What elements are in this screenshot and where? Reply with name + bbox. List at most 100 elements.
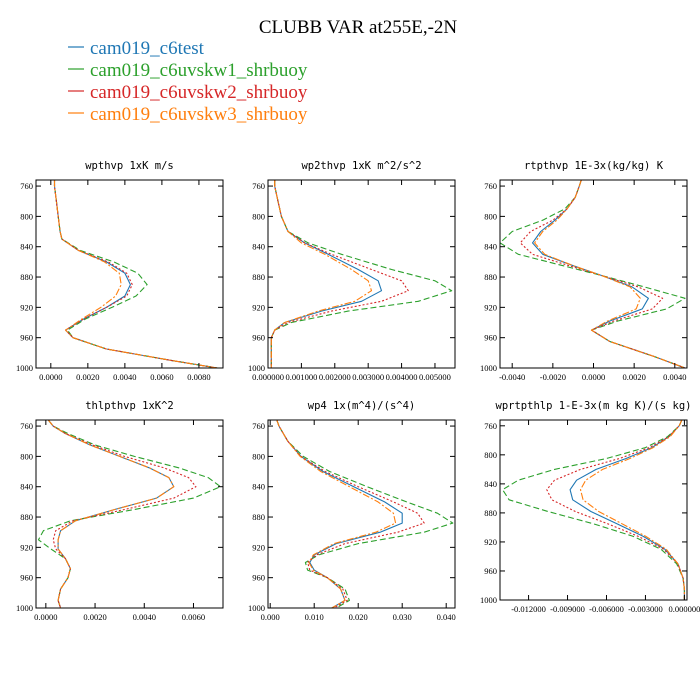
plot-frame bbox=[35, 419, 224, 609]
y-tick-label: 880 bbox=[252, 272, 265, 282]
x-tick-label: -0.003000 bbox=[628, 604, 663, 614]
plot-frame bbox=[35, 179, 224, 369]
y-tick-label: 760 bbox=[252, 181, 265, 191]
panel-title: wpthvp 1xK m/s bbox=[85, 160, 174, 172]
x-tick-label: 0.0040 bbox=[113, 372, 136, 382]
plot-frame bbox=[267, 179, 456, 369]
y-tick-label: 880 bbox=[20, 512, 33, 522]
y-tick-label: 1000 bbox=[16, 603, 33, 613]
series-group bbox=[276, 420, 454, 608]
x-tick-label: 0.0020 bbox=[76, 372, 99, 382]
y-tick-label: 880 bbox=[252, 512, 265, 522]
legend-entry-4: cam019_c6uvskw3_shrbuoy bbox=[68, 104, 308, 125]
x-tick-label: -0.0020 bbox=[540, 372, 566, 382]
y-tick-label: 880 bbox=[484, 508, 497, 518]
panel-title: wp4 1x(m^4)/(s^4) bbox=[308, 400, 415, 412]
panel-4: thlpthvp 1xK^276080084088092096010000.00… bbox=[16, 400, 224, 622]
y-tick-label: 1000 bbox=[248, 363, 265, 373]
series-line-3 bbox=[53, 180, 218, 368]
y-tick-label: 880 bbox=[20, 272, 33, 282]
y-tick-label: 920 bbox=[20, 542, 33, 552]
y-tick-label: 920 bbox=[252, 302, 265, 312]
series-line-4 bbox=[534, 180, 686, 368]
y-tick-label: 960 bbox=[252, 333, 265, 343]
x-tick-label: 0.005000 bbox=[419, 372, 451, 382]
y-tick-label: 840 bbox=[484, 479, 497, 489]
y-tick-label: 800 bbox=[252, 211, 265, 221]
panel-title: thlpthvp 1xK^2 bbox=[85, 400, 174, 412]
y-tick-label: 920 bbox=[484, 302, 497, 312]
x-tick-label: 0.010 bbox=[305, 612, 324, 622]
y-tick-label: 920 bbox=[484, 537, 497, 547]
x-tick-label: 0.0000 bbox=[34, 612, 57, 622]
series-group bbox=[270, 180, 453, 368]
legend-entry-3: cam019_c6uvskw2_shrbuoy bbox=[68, 82, 308, 103]
series-line-1 bbox=[276, 420, 403, 608]
x-tick-label: 0.004000 bbox=[386, 372, 418, 382]
y-tick-label: 960 bbox=[20, 573, 33, 583]
x-tick-label: -0.012000 bbox=[511, 604, 546, 614]
x-tick-label: 0.000 bbox=[261, 612, 280, 622]
y-tick-label: 1000 bbox=[480, 363, 497, 373]
y-tick-label: 760 bbox=[484, 181, 497, 191]
y-tick-label: 920 bbox=[20, 302, 33, 312]
x-tick-label: 0.002000 bbox=[319, 372, 351, 382]
legend-label-2: cam019_c6uvskw1_shrbuoy bbox=[90, 60, 308, 81]
legend: cam019_c6test cam019_c6uvskw1_shrbuoy ca… bbox=[68, 38, 308, 125]
y-tick-label: 960 bbox=[484, 566, 497, 576]
legend-entry-1: cam019_c6test bbox=[68, 38, 205, 59]
series-line-1 bbox=[270, 180, 383, 368]
y-tick-label: 840 bbox=[484, 242, 497, 252]
series-line-4 bbox=[53, 180, 218, 368]
panel-title: wp2thvp 1xK m^2/s^2 bbox=[301, 160, 421, 172]
series-line-2 bbox=[270, 180, 453, 368]
y-tick-label: 800 bbox=[484, 211, 497, 221]
series-line-2 bbox=[37, 420, 222, 608]
x-tick-label: 0.000000 bbox=[252, 372, 284, 382]
y-tick-label: 960 bbox=[252, 573, 265, 583]
x-tick-label: 0.0080 bbox=[187, 372, 210, 382]
x-tick-label: 0.020 bbox=[349, 612, 368, 622]
panel-5: wp4 1x(m^4)/(s^4)76080084088092096010000… bbox=[248, 400, 456, 622]
panel-6: wprtpthlp 1-E-3x(m kg K)/(s kg) 760 800 840… bbox=[480, 400, 700, 614]
x-tick-label: 0.030 bbox=[393, 612, 412, 622]
x-tick-label: 0.0040 bbox=[663, 372, 686, 382]
panel-title: wprtpthlp 1-E-3x(m kg K)/(s kg) bbox=[496, 400, 692, 412]
series-group bbox=[53, 180, 218, 368]
series-line-3 bbox=[546, 420, 685, 600]
panel-title: rtpthvp 1E-3x(kg/kg) K bbox=[524, 160, 664, 172]
x-tick-label: 0.0000 bbox=[39, 372, 62, 382]
y-tick-label: 800 bbox=[20, 451, 33, 461]
x-tick-label: 0.001000 bbox=[285, 372, 317, 382]
y-tick-label: 840 bbox=[252, 242, 265, 252]
series-group bbox=[500, 180, 686, 368]
series-line-4 bbox=[47, 420, 175, 608]
y-tick-label: 840 bbox=[20, 242, 33, 252]
panel-2: wp2thvp 1xK m^2/s^2 760 800 840 880 920 960 100… bbox=[248, 160, 456, 382]
x-tick-label: -0.006000 bbox=[589, 604, 624, 614]
x-tick-label: 0.0060 bbox=[182, 612, 205, 622]
y-tick-label: 1000 bbox=[248, 603, 265, 613]
series-line-4 bbox=[270, 180, 373, 368]
legend-entry-2: cam019_c6uvskw1_shrbuoy bbox=[68, 60, 308, 81]
y-tick-label: 840 bbox=[252, 482, 265, 492]
y-tick-label: 800 bbox=[20, 211, 33, 221]
y-tick-label: 960 bbox=[484, 333, 497, 343]
series-line-4 bbox=[579, 420, 685, 600]
x-tick-label: 0.003000 bbox=[352, 372, 384, 382]
legend-label-1: cam019_c6test bbox=[90, 38, 205, 59]
plot-frame bbox=[499, 419, 688, 601]
series-group bbox=[37, 420, 222, 608]
y-tick-label: 760 bbox=[20, 181, 33, 191]
x-tick-label: -0.009000 bbox=[550, 604, 585, 614]
x-tick-label: 0.0020 bbox=[622, 372, 645, 382]
panel-3: rtpthvp 1E-3x(kg/kg) K 760 800 840 880 920 960… bbox=[480, 160, 688, 382]
y-tick-label: 1000 bbox=[16, 363, 33, 373]
x-tick-label: 0.0020 bbox=[83, 612, 106, 622]
y-tick-label: 800 bbox=[252, 451, 265, 461]
legend-label-4: cam019_c6uvskw3_shrbuoy bbox=[90, 104, 308, 125]
y-tick-label: 960 bbox=[20, 333, 33, 343]
y-tick-label: 920 bbox=[252, 542, 265, 552]
x-tick-label: 0.0040 bbox=[133, 612, 156, 622]
